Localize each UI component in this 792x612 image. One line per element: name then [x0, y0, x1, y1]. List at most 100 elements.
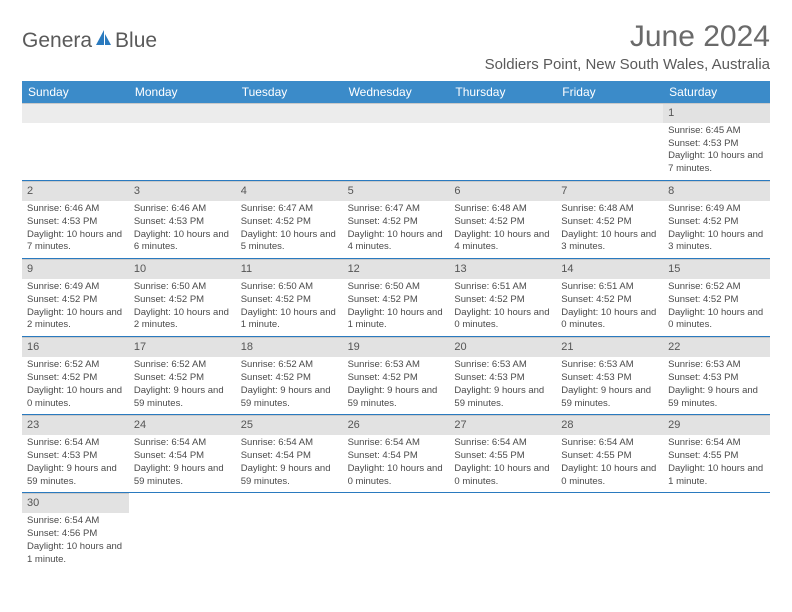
sunrise-text: Sunrise: 6:48 AM	[561, 203, 658, 216]
sunrise-text: Sunrise: 6:54 AM	[668, 437, 765, 450]
cell-body: Sunrise: 6:48 AMSunset: 4:52 PMDaylight:…	[449, 201, 556, 258]
cell-body: Sunrise: 6:46 AMSunset: 4:53 PMDaylight:…	[22, 201, 129, 258]
calendar-cell: 16Sunrise: 6:52 AMSunset: 4:52 PMDayligh…	[22, 337, 129, 414]
calendar-cell: 3Sunrise: 6:46 AMSunset: 4:53 PMDaylight…	[129, 181, 236, 258]
calendar-cell: 27Sunrise: 6:54 AMSunset: 4:55 PMDayligh…	[449, 415, 556, 492]
calendar-cell: 7Sunrise: 6:48 AMSunset: 4:52 PMDaylight…	[556, 181, 663, 258]
sunset-text: Sunset: 4:52 PM	[454, 216, 551, 229]
daylight-text: Daylight: 9 hours and 59 minutes.	[134, 385, 231, 411]
sunrise-text: Sunrise: 6:49 AM	[27, 281, 124, 294]
cell-body: Sunrise: 6:52 AMSunset: 4:52 PMDaylight:…	[22, 357, 129, 414]
daylight-text: Daylight: 10 hours and 7 minutes.	[668, 150, 765, 176]
daylight-text: Daylight: 10 hours and 3 minutes.	[668, 229, 765, 255]
sunset-text: Sunset: 4:52 PM	[561, 216, 658, 229]
daylight-text: Daylight: 10 hours and 1 minute.	[348, 307, 445, 333]
day-header-cell: Monday	[129, 81, 236, 103]
day-number: 21	[556, 337, 663, 357]
day-number	[129, 103, 236, 123]
cell-body: Sunrise: 6:54 AMSunset: 4:54 PMDaylight:…	[343, 435, 450, 492]
calendar-cell: 19Sunrise: 6:53 AMSunset: 4:52 PMDayligh…	[343, 337, 450, 414]
day-number: 23	[22, 415, 129, 435]
sunrise-text: Sunrise: 6:54 AM	[134, 437, 231, 450]
sunset-text: Sunset: 4:52 PM	[561, 294, 658, 307]
cell-body: Sunrise: 6:49 AMSunset: 4:52 PMDaylight:…	[663, 201, 770, 258]
daylight-text: Daylight: 10 hours and 4 minutes.	[454, 229, 551, 255]
calendar-week: 30Sunrise: 6:54 AMSunset: 4:56 PMDayligh…	[22, 493, 770, 570]
calendar-cell: 28Sunrise: 6:54 AMSunset: 4:55 PMDayligh…	[556, 415, 663, 492]
sunset-text: Sunset: 4:54 PM	[348, 450, 445, 463]
calendar-cell: 20Sunrise: 6:53 AMSunset: 4:53 PMDayligh…	[449, 337, 556, 414]
calendar-week: 9Sunrise: 6:49 AMSunset: 4:52 PMDaylight…	[22, 259, 770, 337]
daylight-text: Daylight: 10 hours and 1 minute.	[668, 463, 765, 489]
daylight-text: Daylight: 10 hours and 1 minute.	[241, 307, 338, 333]
logo-text-1: Genera	[22, 29, 92, 53]
sunrise-text: Sunrise: 6:53 AM	[454, 359, 551, 372]
daylight-text: Daylight: 10 hours and 3 minutes.	[561, 229, 658, 255]
cell-body: Sunrise: 6:50 AMSunset: 4:52 PMDaylight:…	[236, 279, 343, 336]
day-number: 2	[22, 181, 129, 201]
calendar-cell: 12Sunrise: 6:50 AMSunset: 4:52 PMDayligh…	[343, 259, 450, 336]
daylight-text: Daylight: 9 hours and 59 minutes.	[27, 463, 124, 489]
location-label: Soldiers Point, New South Wales, Austral…	[485, 56, 770, 73]
daylight-text: Daylight: 10 hours and 5 minutes.	[241, 229, 338, 255]
calendar-cell: 11Sunrise: 6:50 AMSunset: 4:52 PMDayligh…	[236, 259, 343, 336]
sunset-text: Sunset: 4:52 PM	[27, 372, 124, 385]
sunrise-text: Sunrise: 6:54 AM	[454, 437, 551, 450]
sunset-text: Sunset: 4:52 PM	[241, 216, 338, 229]
calendar-cell	[556, 493, 663, 570]
title-block: June 2024 Soldiers Point, New South Wale…	[485, 20, 770, 73]
logo: Genera Blue	[22, 28, 157, 53]
daylight-text: Daylight: 10 hours and 2 minutes.	[27, 307, 124, 333]
sunrise-text: Sunrise: 6:52 AM	[134, 359, 231, 372]
sunset-text: Sunset: 4:53 PM	[134, 216, 231, 229]
day-number: 17	[129, 337, 236, 357]
sunrise-text: Sunrise: 6:54 AM	[241, 437, 338, 450]
day-number: 11	[236, 259, 343, 279]
daylight-text: Daylight: 10 hours and 2 minutes.	[134, 307, 231, 333]
cell-body: Sunrise: 6:54 AMSunset: 4:54 PMDaylight:…	[236, 435, 343, 492]
sunrise-text: Sunrise: 6:45 AM	[668, 125, 765, 138]
calendar-cell: 25Sunrise: 6:54 AMSunset: 4:54 PMDayligh…	[236, 415, 343, 492]
sunset-text: Sunset: 4:53 PM	[454, 372, 551, 385]
day-number	[236, 103, 343, 123]
day-number: 5	[343, 181, 450, 201]
day-header-row: Sunday Monday Tuesday Wednesday Thursday…	[22, 81, 770, 103]
calendar-cell	[129, 493, 236, 570]
daylight-text: Daylight: 9 hours and 59 minutes.	[348, 385, 445, 411]
day-number: 22	[663, 337, 770, 357]
calendar-cell	[663, 493, 770, 570]
cell-body: Sunrise: 6:53 AMSunset: 4:53 PMDaylight:…	[556, 357, 663, 414]
cell-body: Sunrise: 6:48 AMSunset: 4:52 PMDaylight:…	[556, 201, 663, 258]
calendar-cell	[236, 103, 343, 180]
day-number: 30	[22, 493, 129, 513]
day-number: 29	[663, 415, 770, 435]
sunrise-text: Sunrise: 6:47 AM	[348, 203, 445, 216]
calendar-cell: 29Sunrise: 6:54 AMSunset: 4:55 PMDayligh…	[663, 415, 770, 492]
calendar-cell: 8Sunrise: 6:49 AMSunset: 4:52 PMDaylight…	[663, 181, 770, 258]
cell-body: Sunrise: 6:53 AMSunset: 4:53 PMDaylight:…	[449, 357, 556, 414]
sunrise-text: Sunrise: 6:50 AM	[241, 281, 338, 294]
daylight-text: Daylight: 10 hours and 0 minutes.	[561, 307, 658, 333]
calendar-week: 1Sunrise: 6:45 AMSunset: 4:53 PMDaylight…	[22, 103, 770, 181]
sunset-text: Sunset: 4:52 PM	[348, 294, 445, 307]
sunset-text: Sunset: 4:53 PM	[27, 216, 124, 229]
calendar: Sunday Monday Tuesday Wednesday Thursday…	[22, 81, 770, 571]
day-number: 3	[129, 181, 236, 201]
calendar-cell	[449, 103, 556, 180]
day-number: 27	[449, 415, 556, 435]
cell-body: Sunrise: 6:45 AMSunset: 4:53 PMDaylight:…	[663, 123, 770, 180]
calendar-cell: 9Sunrise: 6:49 AMSunset: 4:52 PMDaylight…	[22, 259, 129, 336]
day-number: 15	[663, 259, 770, 279]
day-header-cell: Sunday	[22, 81, 129, 103]
cell-body: Sunrise: 6:54 AMSunset: 4:55 PMDaylight:…	[556, 435, 663, 492]
calendar-cell: 17 Sunrise: 6:52 AMSunset: 4:52 PMDayligh…	[129, 337, 236, 414]
calendar-cell: 6Sunrise: 6:48 AMSunset: 4:52 PMDaylight…	[449, 181, 556, 258]
calendar-cell: 14Sunrise: 6:51 AMSunset: 4:52 PMDayligh…	[556, 259, 663, 336]
cell-body: Sunrise: 6:54 AMSunset: 4:54 PMDaylight:…	[129, 435, 236, 492]
sunset-text: Sunset: 4:52 PM	[668, 294, 765, 307]
calendar-cell: 2Sunrise: 6:46 AMSunset: 4:53 PMDaylight…	[22, 181, 129, 258]
day-number: 18	[236, 337, 343, 357]
daylight-text: Daylight: 10 hours and 7 minutes.	[27, 229, 124, 255]
daylight-text: Daylight: 10 hours and 0 minutes.	[348, 463, 445, 489]
sunset-text: Sunset: 4:52 PM	[134, 372, 231, 385]
